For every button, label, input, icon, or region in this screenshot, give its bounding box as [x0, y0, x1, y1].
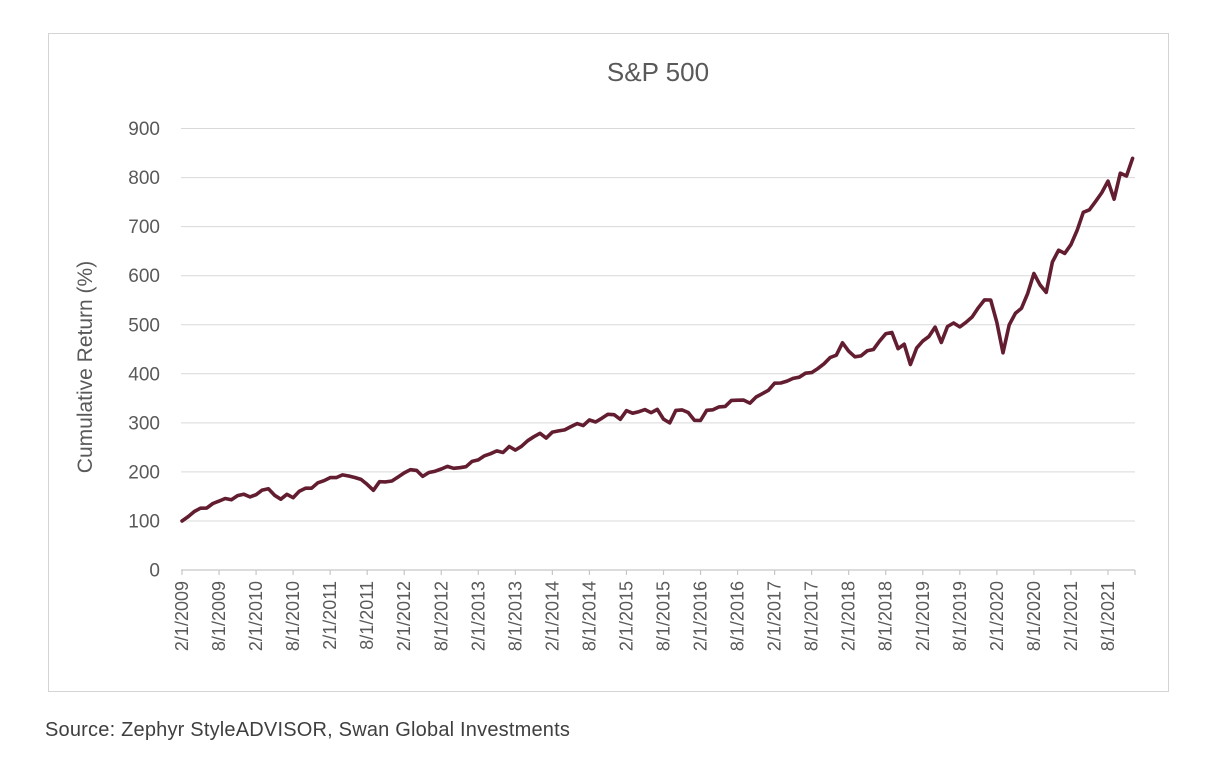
svg-text:8/1/2016: 8/1/2016: [728, 581, 748, 651]
svg-text:8/1/2014: 8/1/2014: [579, 581, 599, 651]
svg-text:900: 900: [128, 119, 160, 140]
svg-text:300: 300: [128, 413, 160, 434]
svg-text:8/1/2015: 8/1/2015: [653, 581, 673, 651]
svg-text:2/1/2015: 2/1/2015: [616, 581, 636, 651]
svg-text:2/1/2018: 2/1/2018: [839, 581, 859, 651]
svg-text:2/1/2009: 2/1/2009: [172, 581, 192, 651]
svg-text:2/1/2019: 2/1/2019: [913, 581, 933, 651]
svg-text:8/1/2017: 8/1/2017: [802, 581, 822, 651]
svg-text:2/1/2017: 2/1/2017: [765, 581, 785, 651]
svg-text:2/1/2013: 2/1/2013: [468, 581, 488, 651]
svg-text:8/1/2010: 8/1/2010: [283, 581, 303, 651]
x-tick-labels: 2/1/2009 8/1/2009 2/1/2010 8/1/2010 2/1/2011…: [172, 581, 1118, 651]
svg-text:8/1/2018: 8/1/2018: [876, 581, 896, 651]
line-series-sp500: [180, 156, 1135, 523]
svg-text:200: 200: [128, 462, 160, 483]
svg-text:100: 100: [128, 511, 160, 532]
svg-text:2/1/2016: 2/1/2016: [691, 581, 711, 651]
svg-text:800: 800: [128, 168, 160, 189]
svg-text:600: 600: [128, 266, 160, 287]
svg-text:2/1/2020: 2/1/2020: [987, 581, 1007, 651]
svg-text:2/1/2010: 2/1/2010: [246, 581, 266, 651]
svg-text:0: 0: [149, 561, 160, 582]
gridlines: [181, 128, 1135, 522]
svg-text:500: 500: [128, 315, 160, 336]
svg-text:2/1/2012: 2/1/2012: [394, 581, 414, 651]
svg-text:8/1/2009: 8/1/2009: [209, 581, 229, 651]
svg-text:2/1/2014: 2/1/2014: [542, 581, 562, 651]
chart-frame: [48, 33, 1169, 692]
y-axis-title: Cumulative Return (%): [74, 260, 97, 474]
y-tick-labels: 0 100 200 300 400 500 600 700 800 900: [128, 119, 160, 581]
svg-text:8/1/2012: 8/1/2012: [431, 581, 451, 651]
x-axis: [181, 569, 1136, 575]
chart-title: S&P 500: [606, 57, 710, 87]
svg-text:8/1/2019: 8/1/2019: [950, 581, 970, 651]
svg-text:400: 400: [128, 364, 160, 385]
source-note: Source: Zephyr StyleADVISOR, Swan Global…: [45, 719, 571, 741]
svg-text:8/1/2021: 8/1/2021: [1098, 581, 1118, 651]
svg-text:2/1/2011: 2/1/2011: [320, 581, 340, 650]
svg-text:8/1/2011: 8/1/2011: [357, 581, 377, 650]
svg-text:700: 700: [128, 217, 160, 238]
svg-text:2/1/2021: 2/1/2021: [1061, 581, 1081, 651]
svg-text:8/1/2013: 8/1/2013: [505, 581, 525, 651]
svg-text:8/1/2020: 8/1/2020: [1024, 581, 1044, 651]
